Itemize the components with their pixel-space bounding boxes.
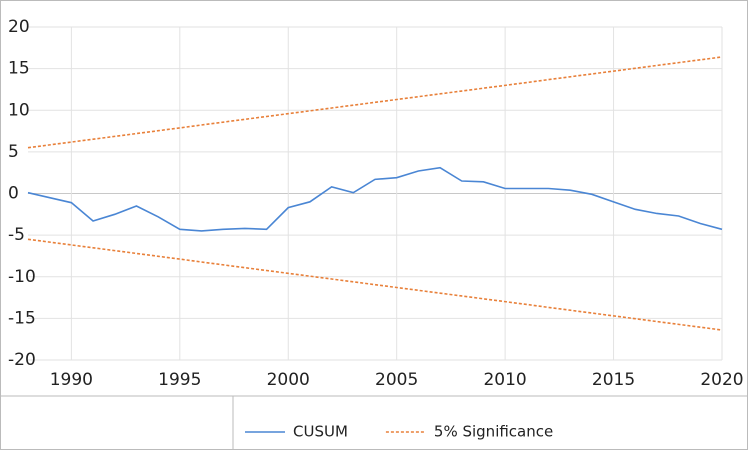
x-tick-label: 2010 [483, 370, 526, 390]
y-tick-label: -10 [8, 267, 36, 287]
series-line [27, 238, 723, 331]
x-tick-label: 1995 [158, 370, 201, 390]
legend-label: CUSUM [293, 423, 348, 441]
y-tick-label: -15 [8, 308, 36, 328]
series-line [27, 166, 723, 232]
x-tick-label: 2005 [375, 370, 418, 390]
y-tick-label: 5 [8, 142, 19, 162]
x-tick-label: 1990 [50, 370, 93, 390]
x-tick-label: 2000 [267, 370, 310, 390]
x-tick-label: 2015 [592, 370, 635, 390]
series-line [27, 56, 723, 149]
y-tick-label: -20 [8, 350, 36, 370]
y-tick-label: 20 [8, 17, 30, 37]
y-tick-label: 15 [8, 59, 30, 79]
legend-label: 5% Significance [434, 423, 553, 441]
y-tick-label: -5 [8, 225, 25, 245]
y-tick-label: 0 [8, 184, 19, 204]
y-tick-label: 10 [8, 100, 30, 120]
x-tick-label: 2020 [700, 370, 743, 390]
